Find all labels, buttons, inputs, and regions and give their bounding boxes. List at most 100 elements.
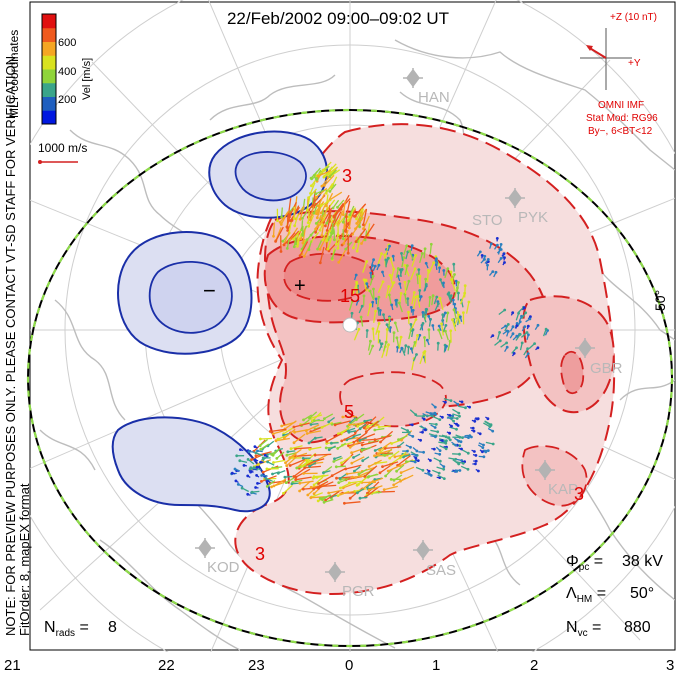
velocity-vector-origin [458, 444, 462, 447]
velocity-vector [410, 319, 417, 331]
velocity-vector-origin [313, 453, 317, 457]
velocity-vector [456, 282, 460, 293]
velocity-vector-origin [494, 270, 498, 274]
velocity-vector-origin [442, 269, 446, 272]
velocity-vector [398, 302, 403, 313]
velocity-vector-origin [309, 176, 313, 180]
velocity-vector [328, 238, 341, 252]
velocity-vector-origin [293, 430, 296, 434]
velocity-vector-origin [442, 467, 446, 471]
velocity-vector [346, 471, 361, 475]
velocity-vector-origin [309, 423, 313, 426]
velocity-vector-origin [489, 242, 493, 246]
colorbar-border [41, 13, 57, 125]
velocity-vector-origin [399, 292, 403, 295]
velocity-vector-origin [299, 237, 303, 241]
velocity-vector-origin [528, 317, 532, 321]
velocity-vector-origin [355, 222, 359, 225]
velocity-vector-origin [378, 309, 382, 312]
velocity-vector-origin [458, 414, 461, 418]
n-rads-symbol: Nrads = [44, 619, 89, 639]
velocity-vector [388, 317, 391, 328]
velocity-vector-origin [321, 169, 325, 172]
velocity-vector [299, 241, 309, 257]
velocity-vector [337, 442, 347, 449]
velocity-vector-origin [446, 311, 450, 315]
velocity-vector [341, 453, 354, 466]
velocity-vector-origin [454, 443, 458, 447]
velocity-vector-origin [450, 278, 453, 282]
velocity-vector [349, 205, 355, 216]
velocity-vector-origin [511, 311, 515, 315]
velocity-vector [362, 261, 368, 273]
velocity-vector-origin [259, 460, 262, 464]
velocity-vector-origin [318, 485, 322, 488]
velocity-vector-origin [276, 219, 279, 223]
velocity-vector-origin [398, 282, 402, 286]
velocity-vector-origin [413, 341, 417, 344]
velocity-vector-origin [285, 464, 289, 468]
velocity-vector-origin [302, 254, 306, 258]
velocity-vector [368, 345, 374, 356]
velocity-vector-origin [438, 459, 442, 463]
velocity-vector [320, 199, 332, 207]
colorbar-segment [42, 69, 56, 84]
velocity-vector [428, 262, 435, 274]
velocity-vector-origin [253, 445, 257, 448]
velocity-vector-origin [474, 459, 478, 463]
velocity-vector-origin [268, 430, 272, 433]
n-rads-value: 8 [108, 619, 117, 636]
velocity-vector-origin [389, 326, 392, 329]
lambda-hm-symbol: ΛHM = [566, 585, 606, 605]
velocity-vector-origin [289, 447, 293, 450]
velocity-vector-origin [473, 419, 477, 423]
velocity-vector-origin [496, 243, 499, 247]
velocity-vector [423, 248, 426, 259]
velocity-vector-origin [477, 469, 480, 473]
velocity-vector-origin [363, 475, 367, 478]
velocity-vector [417, 296, 421, 308]
velocity-vector [368, 485, 383, 491]
velocity-vector [296, 458, 308, 469]
velocity-vector [365, 486, 379, 498]
velocity-vector [339, 223, 350, 238]
velocity-vector-origin [392, 483, 396, 487]
velocity-vector [385, 468, 393, 477]
velocity-vector [288, 221, 292, 234]
velocity-vector-origin [312, 475, 316, 479]
velocity-vector-origin [444, 400, 447, 404]
phi-pc-symbol: Φpc = [566, 553, 603, 573]
velocity-vector-origin [360, 448, 364, 452]
velocity-vector-origin [356, 491, 359, 495]
velocity-vector [349, 422, 364, 426]
velocity-vector-origin [491, 334, 495, 337]
velocity-vector-origin [373, 428, 377, 432]
hm-boundary-dashes [26, 108, 674, 648]
velocity-vector [340, 490, 355, 495]
velocity-vector-origin [533, 342, 536, 345]
velocity-vector-origin [474, 462, 477, 466]
velocity-vector [333, 457, 343, 463]
velocity-vector-origin [374, 309, 377, 313]
velocity-vector [310, 496, 325, 499]
velocity-vector-origin [387, 285, 391, 288]
velocity-vector-origin [260, 474, 264, 477]
velocity-vector [341, 455, 352, 464]
velocity-vector-origin [368, 289, 372, 293]
velocity-vector [356, 239, 361, 252]
velocity-vector-origin [327, 491, 331, 495]
velocity-vector [275, 226, 284, 242]
velocity-vector-origin [360, 304, 364, 308]
velocity-vector-origin [452, 262, 456, 266]
velocity-vector [261, 475, 277, 483]
velocity-vector [306, 424, 320, 432]
velocity-vector [413, 297, 417, 309]
velocity-vector-origin [438, 449, 442, 452]
velocity-vector [326, 433, 342, 443]
velocity-vector [369, 276, 374, 286]
velocity-vector-origin [358, 438, 362, 442]
velocity-vector-origin [309, 496, 313, 500]
velocity-vector-origin [368, 481, 372, 485]
velocity-vector [364, 223, 375, 238]
velocity-vector-origin [330, 474, 334, 477]
